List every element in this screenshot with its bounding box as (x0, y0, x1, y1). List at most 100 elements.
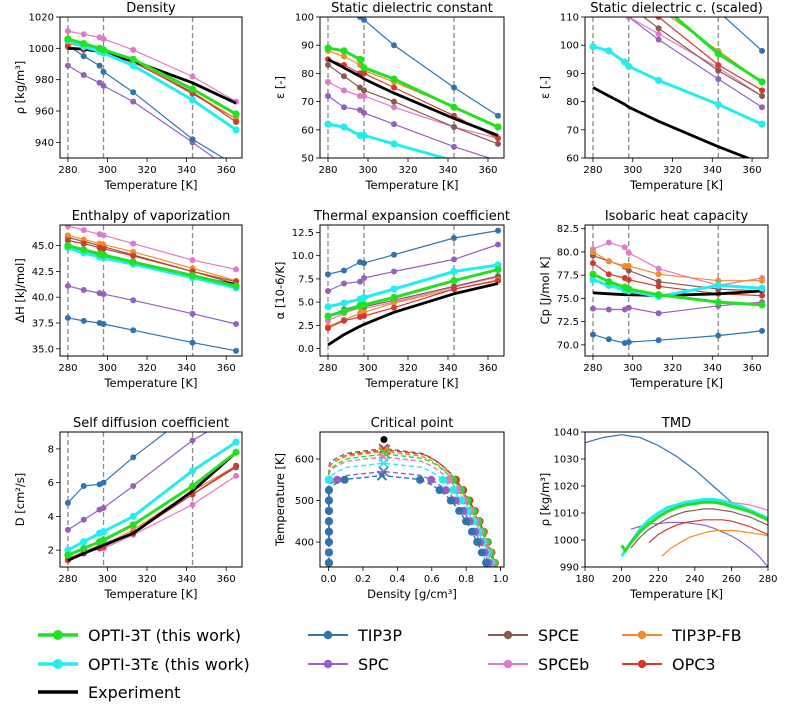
data-point (625, 276, 632, 283)
panel-title: Static dielectric constant (331, 1, 493, 16)
vapor-point (324, 517, 333, 526)
series-line (327, 46, 499, 129)
series-tip3p-fb (661, 529, 768, 557)
plot-frame (319, 224, 505, 357)
x-tick-label: 220 (649, 574, 668, 585)
y-axis-label: ρ [kg/m³] (538, 473, 552, 527)
liquid-point (455, 506, 464, 515)
data-point (605, 258, 612, 265)
series-line (661, 529, 768, 557)
x-tick-label: 300 (98, 363, 117, 374)
data-point (100, 321, 107, 328)
data-point (232, 126, 240, 134)
data-point (188, 85, 197, 93)
legend-label: OPC3 (672, 655, 716, 674)
data-point (655, 36, 662, 43)
data-point (233, 347, 240, 354)
legend-marker (323, 630, 333, 640)
data-point (100, 232, 107, 239)
series-opc3 (648, 519, 768, 544)
data-point (758, 284, 766, 292)
x-tick-label: 320 (398, 363, 417, 374)
panel-title: Thermal expansion coefficient (313, 209, 510, 224)
data-point (391, 42, 397, 49)
data-point (129, 61, 137, 70)
data-point (64, 551, 72, 559)
series-opti-3te-this-work (620, 498, 768, 558)
data-point (759, 104, 766, 111)
panel-tmd: TMD 180 200 220 240 260 280 990 1000 1010 1020 1030… (538, 416, 778, 601)
data-point (495, 241, 501, 248)
data-point (655, 265, 662, 272)
x-tick-label: 240 (685, 574, 704, 585)
x-tick-label: 360 (217, 165, 236, 176)
data-point (361, 87, 367, 94)
series-tip3p (64, 42, 225, 158)
legend-label: OPTI-3T (this work) (88, 626, 241, 645)
series-opti-3t-this-work (64, 448, 240, 559)
series-line (67, 440, 237, 552)
data-point (589, 260, 596, 267)
series-opti-3te-this-work (324, 261, 502, 311)
data-point (450, 103, 458, 111)
x-tick-label: 320 (137, 363, 156, 374)
y-tick-label: 4 (48, 512, 54, 523)
y-tick-label: 72.5 (557, 317, 579, 328)
data-point (715, 76, 722, 83)
x-tick-label: 300 (623, 165, 642, 176)
data-point (361, 274, 367, 281)
liquid-point (427, 475, 436, 484)
x-axis-label: Temperature [K] (629, 587, 723, 601)
plot-area (589, 17, 766, 158)
data-point (655, 25, 662, 32)
panel-enthalpy-of-vaporization: Enthalpy of vaporization 280 300 320 340 360 3… (13, 209, 243, 390)
y-tick-label: 70 (566, 125, 579, 136)
data-point (325, 287, 331, 294)
data-point (451, 143, 457, 150)
y-tick-label: 940 (35, 138, 54, 149)
data-point (621, 244, 628, 251)
data-point (325, 271, 331, 278)
vapor-point (324, 548, 333, 557)
plot-area (324, 225, 502, 356)
data-point (232, 110, 240, 118)
liquid-point (441, 486, 450, 495)
panel-title: Static dielectric c. (scaled) (590, 1, 763, 16)
liquid-point (462, 517, 471, 526)
data-point (360, 301, 368, 309)
series-line (67, 244, 237, 288)
series-line (67, 44, 225, 158)
series-opc3 (655, 17, 766, 94)
data-point (341, 53, 347, 60)
series-line (592, 289, 763, 298)
series-line (327, 268, 499, 318)
series-spce (325, 61, 501, 147)
data-point (341, 280, 347, 287)
data-point (100, 479, 107, 486)
data-point (80, 483, 87, 489)
data-point (391, 251, 397, 258)
legend-label: SPC (358, 655, 389, 674)
data-point (494, 265, 502, 274)
series-opti-3t-this-work (620, 500, 768, 553)
y-tick-label: 37.5 (32, 318, 54, 329)
data-point (495, 135, 501, 142)
liquid-point (482, 558, 491, 567)
data-point (130, 297, 137, 304)
data-point (714, 100, 722, 109)
panel-density: Density 280 300 320 340 360 940 960 980 1000 1020 T… (13, 1, 243, 192)
vapor-point (324, 538, 333, 547)
y-axis-label: Cp [J/mol K] (538, 257, 552, 325)
data-point (129, 512, 137, 520)
data-point (100, 504, 107, 511)
y-tick-label: 12.5 (292, 228, 314, 239)
legend-marker (503, 659, 513, 669)
data-point (129, 521, 137, 529)
data-point (655, 17, 662, 20)
data-point (341, 267, 347, 274)
y-tick-label: 80 (301, 69, 314, 80)
series-line (67, 451, 238, 562)
data-point (714, 281, 722, 289)
y-tick-label: 70.0 (557, 340, 579, 351)
y-tick-label: 80 (566, 97, 579, 108)
